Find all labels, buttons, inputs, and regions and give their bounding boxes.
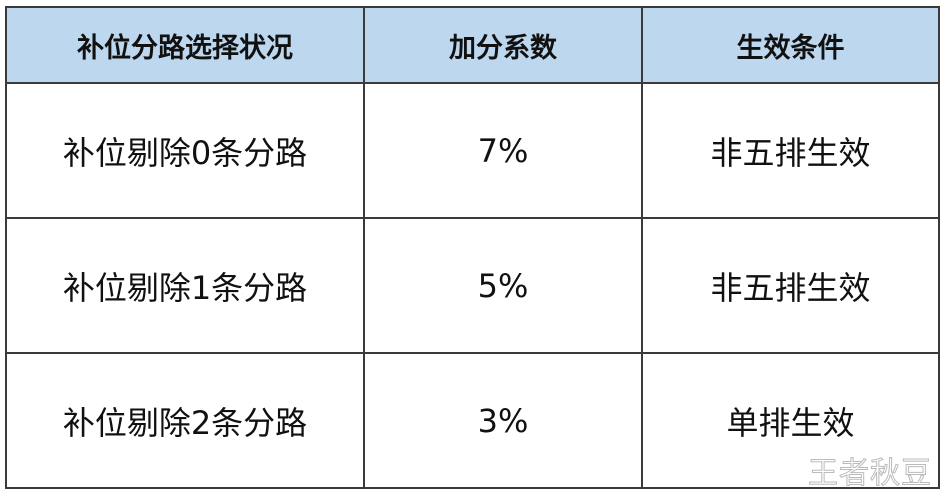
cell-status: 补位剔除0条分路 [5, 82, 365, 219]
watermark: 王者秋豆 [808, 456, 932, 492]
cell-coefficient: 3% [363, 352, 643, 489]
header-bonus-coefficient: 加分系数 [363, 6, 643, 84]
cell-condition: 单排生效 [641, 352, 940, 489]
header-condition: 生效条件 [641, 6, 940, 84]
cell-condition: 非五排生效 [641, 82, 940, 219]
cell-coefficient: 5% [363, 217, 643, 354]
header-row: 补位分路选择状况 加分系数 生效条件 [5, 6, 940, 84]
cell-status: 补位剔除2条分路 [5, 352, 365, 489]
table-row: 补位剔除0条分路 7% 非五排生效 [5, 82, 940, 219]
header-fill-status: 补位分路选择状况 [5, 6, 365, 84]
cell-status: 补位剔除1条分路 [5, 217, 365, 354]
table-row: 补位剔除2条分路 3% 单排生效 [5, 352, 940, 489]
bonus-table: 补位分路选择状况 加分系数 生效条件 补位剔除0条分路 7% 非五排生效 补位剔… [5, 6, 940, 489]
cell-condition: 非五排生效 [641, 217, 940, 354]
table-row: 补位剔除1条分路 5% 非五排生效 [5, 217, 940, 354]
cell-coefficient: 7% [363, 82, 643, 219]
